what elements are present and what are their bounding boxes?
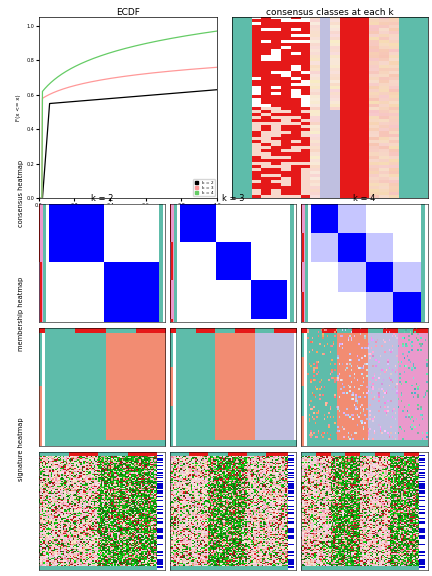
Text: signature heatmap: signature heatmap xyxy=(18,418,24,481)
Title: ECDF: ECDF xyxy=(116,7,140,17)
Text: consensus heatmap: consensus heatmap xyxy=(18,160,24,226)
Text: membership heatmap: membership heatmap xyxy=(18,277,24,351)
Title: k = 4: k = 4 xyxy=(353,194,376,203)
Legend: k = 2, k = 3, k = 4: k = 2, k = 3, k = 4 xyxy=(193,179,215,196)
Y-axis label: F(x <= x): F(x <= x) xyxy=(16,94,22,121)
X-axis label: consensus x value [x]: consensus x value [x] xyxy=(98,213,158,218)
Title: k = 2: k = 2 xyxy=(91,194,113,203)
Title: k = 3: k = 3 xyxy=(222,194,245,203)
Title: consensus classes at each k: consensus classes at each k xyxy=(266,7,394,17)
